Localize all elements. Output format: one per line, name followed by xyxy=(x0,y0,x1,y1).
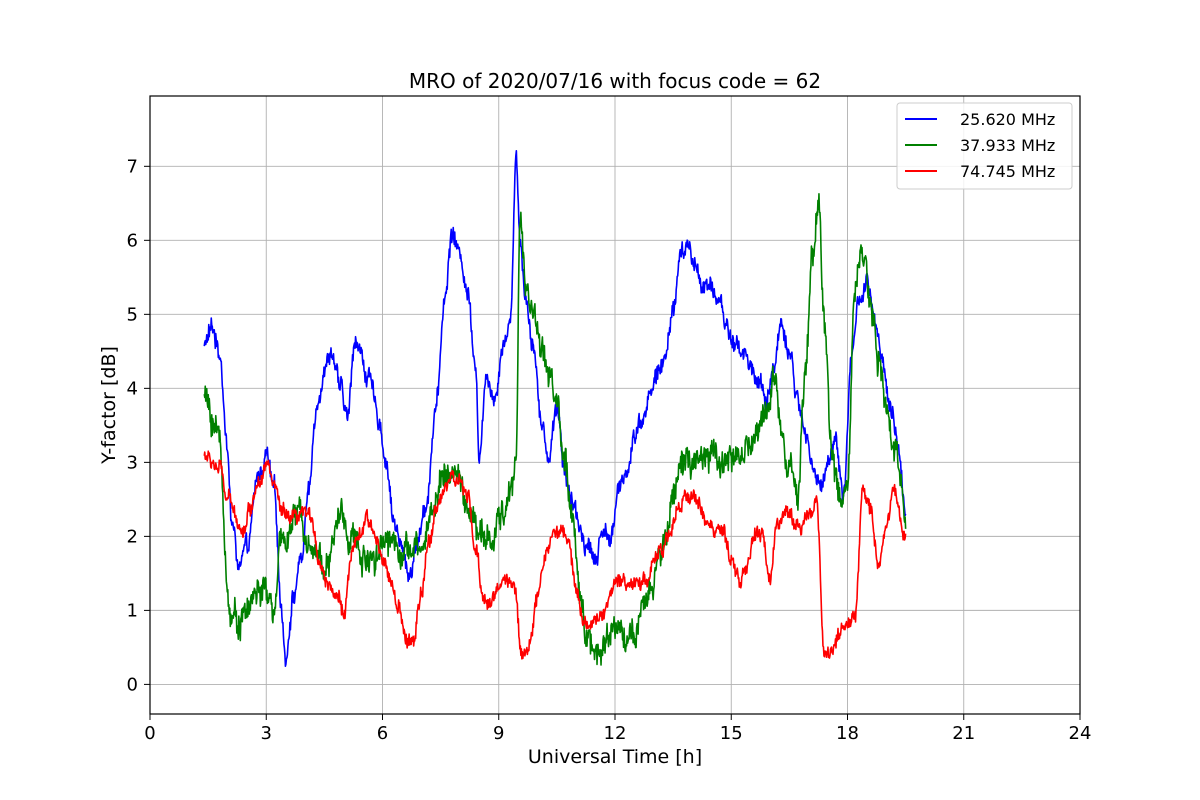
x-tick-label: 12 xyxy=(604,723,627,744)
y-tick-label: 1 xyxy=(127,600,138,621)
y-tick-label: 2 xyxy=(127,526,138,547)
x-tick-label: 21 xyxy=(952,723,975,744)
x-tick-label: 6 xyxy=(377,723,388,744)
x-tick-label: 24 xyxy=(1069,723,1092,744)
x-tick-label: 9 xyxy=(493,723,504,744)
legend-box xyxy=(896,102,1073,190)
y-tick-label: 0 xyxy=(127,674,138,695)
y-axis-title: Y-factor [dB] xyxy=(98,346,120,465)
x-axis-title: Universal Time [h] xyxy=(528,746,702,768)
y-tick-label: 3 xyxy=(127,452,138,473)
chart-title: MRO of 2020/07/16 with focus code = 62 xyxy=(409,69,821,93)
x-tick-label: 15 xyxy=(720,723,743,744)
legend: 25.620 MHz 37.933 MHz 74.745 MHz xyxy=(896,102,1073,190)
y-tick-label: 7 xyxy=(127,156,138,177)
series-line-3 xyxy=(203,450,907,660)
y-tick-label: 6 xyxy=(127,230,138,251)
y-tick-label: 4 xyxy=(127,378,138,399)
x-tick-label: 18 xyxy=(836,723,859,744)
series-line-2 xyxy=(203,193,907,666)
series-line-1 xyxy=(203,149,907,668)
x-tick-label: 0 xyxy=(144,723,155,744)
x-tick-label: 3 xyxy=(261,723,272,744)
legend-label: 37.933 MHz xyxy=(960,136,1055,155)
y-tick-label: 5 xyxy=(127,304,138,325)
legend-label: 74.745 MHz xyxy=(960,162,1055,181)
series-layer xyxy=(203,149,907,668)
legend-label: 25.620 MHz xyxy=(960,110,1055,129)
